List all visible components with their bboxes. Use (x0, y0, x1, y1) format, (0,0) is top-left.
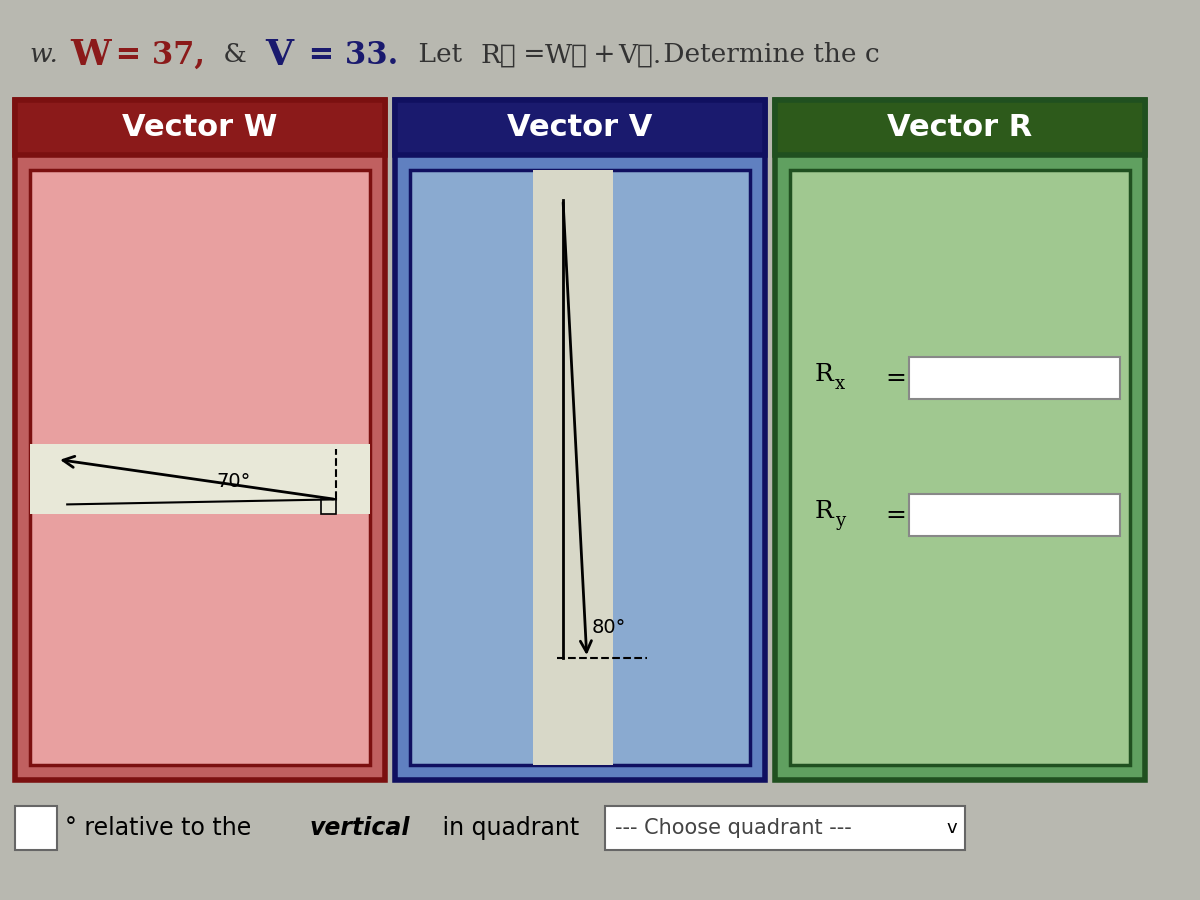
Bar (775, 100, 1145, 155)
Text: vertical: vertical (310, 816, 410, 840)
Bar (30, 445, 370, 515)
Bar (14, 100, 385, 780)
Bar (14, 100, 385, 155)
Text: W⃗: W⃗ (545, 42, 588, 68)
Text: +: + (586, 42, 624, 68)
Bar (395, 100, 766, 155)
Bar (30, 170, 370, 765)
Text: w.: w. (30, 42, 66, 68)
Text: R: R (815, 363, 834, 386)
Text: in quadrant: in quadrant (436, 816, 587, 840)
Text: R⃗: R⃗ (480, 42, 516, 68)
Bar (410, 170, 750, 765)
Text: 80°: 80° (592, 618, 626, 637)
Bar (790, 170, 1130, 765)
Text: =: = (886, 503, 906, 527)
Text: V⃗.: V⃗. (618, 42, 661, 68)
Text: --- Choose quadrant ---: --- Choose quadrant --- (616, 818, 852, 838)
Bar (910, 494, 1120, 536)
Text: =: = (886, 366, 906, 391)
Bar (533, 170, 613, 765)
Text: ° relative to the: ° relative to the (65, 816, 259, 840)
Bar (14, 806, 58, 850)
Bar (910, 357, 1120, 400)
Text: v: v (947, 819, 958, 837)
Text: Vector V: Vector V (508, 113, 653, 142)
Text: 70°: 70° (216, 472, 251, 491)
Bar (395, 100, 766, 780)
Text: Vector W: Vector W (122, 113, 277, 142)
Text: R: R (815, 500, 834, 523)
Bar (605, 806, 965, 850)
Text: =: = (515, 42, 553, 68)
Text: Determine the c: Determine the c (655, 42, 880, 68)
Text: Let: Let (410, 42, 470, 68)
Bar (775, 100, 1145, 780)
Text: Vector R: Vector R (887, 113, 1033, 142)
Text: = 33.: = 33. (298, 40, 398, 70)
Bar (322, 500, 336, 515)
Text: = 37,: = 37, (106, 40, 205, 70)
Text: &: & (215, 42, 256, 68)
Text: V: V (265, 38, 293, 72)
Text: W: W (70, 38, 110, 72)
Text: x: x (835, 375, 845, 393)
Text: y: y (835, 512, 845, 530)
